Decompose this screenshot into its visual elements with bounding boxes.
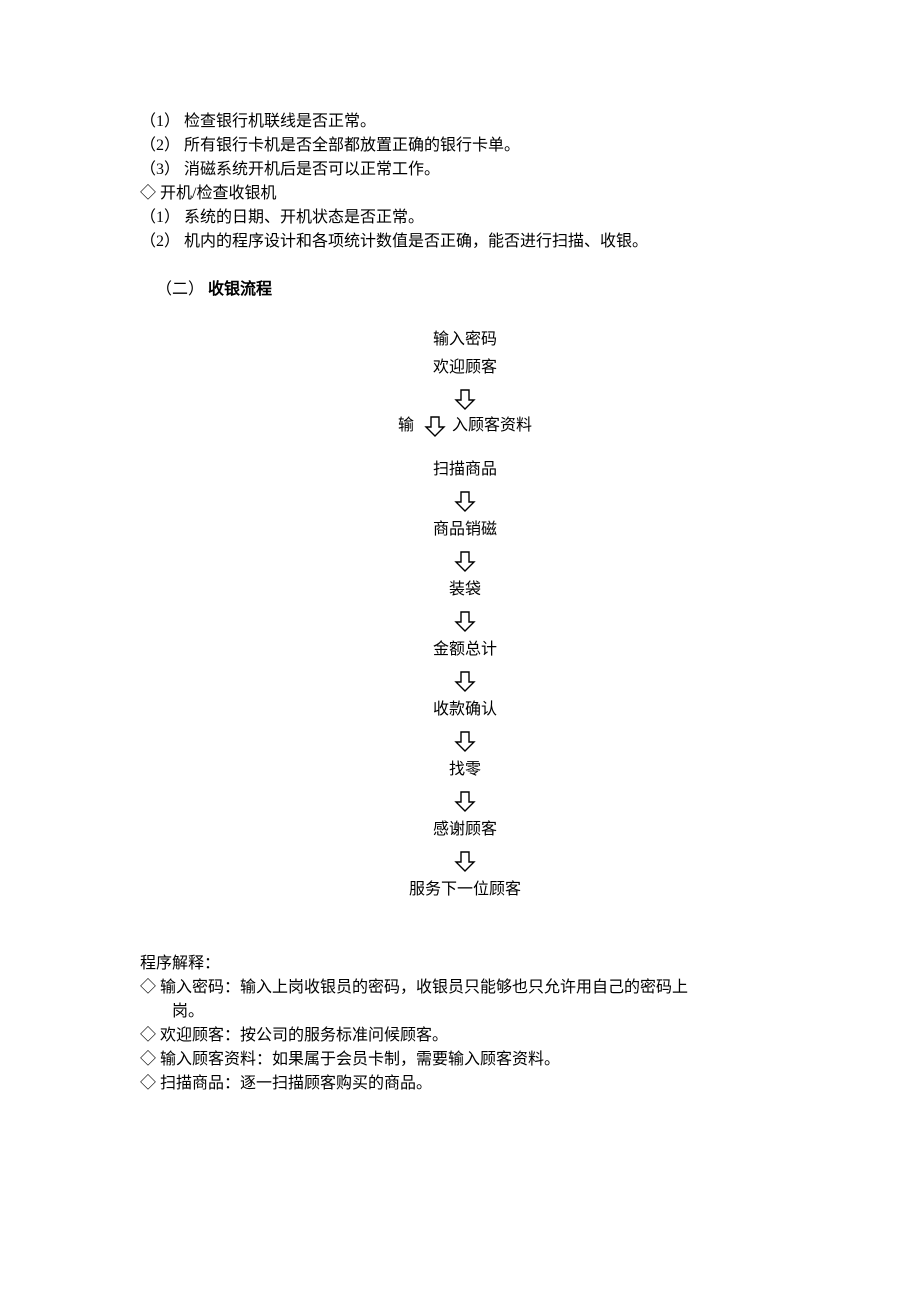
flow-step-input-customer-data: 输 入顾客资料 — [398, 414, 532, 438]
flow-step-bagging: 装袋 — [449, 578, 481, 602]
flow-step-demagnetize: 商品销磁 — [433, 518, 497, 542]
down-arrow-icon — [454, 670, 476, 692]
down-arrow-icon — [454, 850, 476, 872]
intro-line-6: （2） 机内的程序设计和各项统计数值是否正确，能否进行扫描、收银。 — [140, 230, 790, 254]
document-page: （1） 检查银行机联线是否正常。 （2） 所有银行卡机是否全部都放置正确的银行卡… — [0, 0, 920, 1156]
flow-step-thank-customer: 感谢顾客 — [433, 818, 497, 842]
intro-line-5: （1） 系统的日期、开机状态是否正常。 — [140, 206, 790, 230]
flow-step-input-right: 入顾客资料 — [452, 414, 532, 438]
explain-item-1-line2: 岗。 — [140, 1000, 790, 1024]
down-arrow-icon — [454, 490, 476, 512]
flow-step-scan-products: 扫描商品 — [433, 458, 497, 482]
explain-heading: 程序解释： — [140, 952, 790, 976]
section-heading-line: （二） 收银流程 — [140, 254, 790, 326]
flow-step-welcome-customer: 欢迎顾客 — [433, 356, 497, 380]
section-heading-title: 收银流程 — [208, 281, 272, 298]
down-arrow-icon — [454, 388, 476, 410]
intro-line-4: ◇ 开机/检查收银机 — [140, 182, 790, 206]
intro-line-2: （2） 所有银行卡机是否全部都放置正确的银行卡单。 — [140, 134, 790, 158]
explain-item-3: ◇ 输入顾客资料：如果属于会员卡制，需要输入顾客资料。 — [140, 1048, 790, 1072]
down-arrow-icon — [454, 610, 476, 632]
intro-line-1: （1） 检查银行机联线是否正常。 — [140, 110, 790, 134]
flow-step-confirm-payment: 收款确认 — [433, 698, 497, 722]
flow-step-next-customer: 服务下一位顾客 — [409, 878, 521, 902]
flow-step-input-left: 输 — [398, 414, 414, 438]
flow-step-give-change: 找零 — [449, 758, 481, 782]
explain-item-1-line1: ◇ 输入密码：输入上岗收银员的密码，收银员只能够也只允许用自己的密码上 — [140, 976, 790, 1000]
explain-item-2: ◇ 欢迎顾客：按公司的服务标准问候顾客。 — [140, 1024, 790, 1048]
flow-step-enter-password: 输入密码 — [433, 328, 497, 352]
intro-line-3: （3） 消磁系统开机后是否可以正常工作。 — [140, 158, 790, 182]
cashier-flowchart: 输入密码 欢迎顾客 输 入顾客资料 扫描商品 商品销磁 装袋 金额总计 — [140, 326, 790, 904]
down-arrow-icon — [454, 790, 476, 812]
section-heading-prefix: （二） — [156, 281, 208, 298]
down-arrow-icon — [454, 730, 476, 752]
spacer — [140, 904, 790, 952]
flow-step-total-amount: 金额总计 — [433, 638, 497, 662]
down-arrow-icon — [454, 550, 476, 572]
down-arrow-icon — [424, 415, 446, 437]
explain-item-4: ◇ 扫描商品：逐一扫描顾客购买的商品。 — [140, 1072, 790, 1096]
